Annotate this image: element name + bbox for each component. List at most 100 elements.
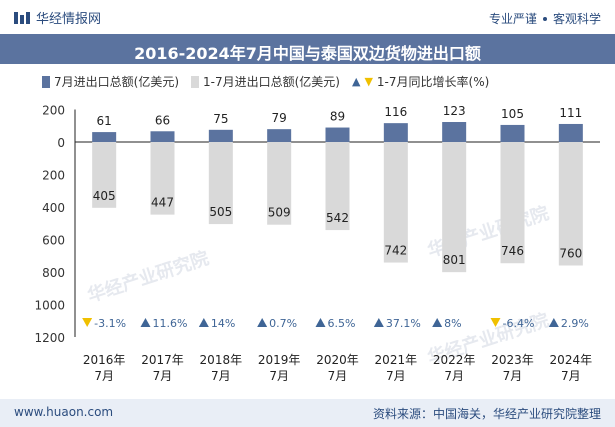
cumulative-bar <box>500 142 525 264</box>
monthly-bar <box>558 123 583 142</box>
x-tick-label: 7月 <box>444 369 464 383</box>
monthly-bar <box>442 122 467 142</box>
y-tick-label: 1200 <box>34 331 65 345</box>
title-bar: 2016-2024年7月中国与泰国双边货物进出口额 <box>0 34 615 64</box>
slogan-tag-1: 专业严谨 <box>488 12 537 26</box>
x-tick-label: 2019年 <box>258 353 301 367</box>
cumulative-value-label: 801 <box>443 253 466 267</box>
x-tick-label: 2024年 <box>550 353 593 367</box>
y-tick-label: 600 <box>42 234 65 248</box>
monthly-bar <box>150 131 175 142</box>
legend-up-triangle-icon: ▲ <box>351 75 361 88</box>
x-tick-label: 7月 <box>503 369 523 383</box>
monthly-value-label: 66 <box>155 113 170 127</box>
growth-up-triangle-icon <box>373 318 384 327</box>
monthly-value-label: 105 <box>501 107 524 121</box>
brand: 华经情报网 <box>14 8 101 27</box>
growth-rate-label: 0.7% <box>269 317 297 330</box>
growth-rate-label: 14% <box>211 317 235 330</box>
monthly-bar <box>208 129 233 142</box>
x-tick-label: 2016年 <box>83 353 126 367</box>
legend-down-triangle-icon: ▼ <box>364 75 373 88</box>
monthly-bar <box>267 129 292 142</box>
x-tick-label: 2023年 <box>491 353 534 367</box>
x-tick-label: 7月 <box>386 369 406 383</box>
growth-up-triangle-icon <box>432 318 443 327</box>
growth-rate-label: 11.6% <box>153 317 188 330</box>
footer-source: 资料来源：中国海关，华经产业研究院整理 <box>372 407 601 421</box>
watermark-text: 华经产业研究院 <box>85 247 212 307</box>
x-tick-label: 7月 <box>94 369 114 383</box>
brand-name: 华经情报网 <box>36 12 102 27</box>
brand-logo-icon <box>14 11 30 24</box>
y-tick-label: 200 <box>42 104 65 118</box>
x-tick-label: 2021年 <box>375 353 418 367</box>
chart-title: 2016-2024年7月中国与泰国双边货物进出口额 <box>134 44 481 63</box>
cumulative-value-label: 509 <box>268 206 291 220</box>
x-tick-label: 7月 <box>211 369 231 383</box>
monthly-bar <box>325 127 350 142</box>
growth-rate-label: -6.4% <box>503 317 535 330</box>
growth-up-triangle-icon <box>257 318 268 327</box>
chart-plot: 华经产业研究院华经产业研究院华经产业研究院2000200400600800100… <box>34 104 600 383</box>
cumulative-value-label: 405 <box>93 189 116 203</box>
cumulative-bar <box>92 142 117 208</box>
cumulative-value-label: 742 <box>384 244 407 258</box>
growth-up-triangle-icon <box>198 318 209 327</box>
y-tick-label: 400 <box>42 201 65 215</box>
growth-rate-label: 37.1% <box>386 317 421 330</box>
monthly-value-label: 75 <box>213 112 228 126</box>
growth-rate-label: 6.5% <box>328 317 356 330</box>
x-tick-label: 7月 <box>269 369 289 383</box>
y-tick-label: 1000 <box>34 299 65 313</box>
separator-dot-icon <box>542 16 547 21</box>
monthly-value-label: 61 <box>97 114 112 128</box>
x-tick-label: 7月 <box>328 369 348 383</box>
cumulative-bar <box>558 142 583 266</box>
legend-label-cumulative: 1-7月进出口总额(亿美元) <box>203 75 340 89</box>
growth-rate-label: 8% <box>444 317 461 330</box>
growth-down-triangle-icon <box>82 318 93 327</box>
legend-label-monthly: 7月进出口总额(亿美元) <box>54 75 179 89</box>
monthly-value-label: 123 <box>443 104 466 118</box>
cumulative-bar <box>150 142 175 215</box>
cumulative-bar <box>442 142 467 273</box>
monthly-value-label: 111 <box>559 106 582 120</box>
x-tick-label: 7月 <box>153 369 173 383</box>
growth-rate-label: 2.9% <box>561 317 589 330</box>
monthly-value-label: 79 <box>272 111 287 125</box>
growth-up-triangle-icon <box>140 318 151 327</box>
legend-swatch-cumulative <box>191 75 199 88</box>
top-bar: 华经情报网 专业严谨 客观科学 <box>0 0 615 34</box>
monthly-value-label: 116 <box>384 105 407 119</box>
y-tick-label: 800 <box>42 266 65 280</box>
legend-label-growth: 1-7月同比增长率(%) <box>376 75 490 89</box>
x-tick-label: 2022年 <box>433 353 476 367</box>
x-tick-label: 7月 <box>561 369 581 383</box>
slogan: 专业严谨 客观科学 <box>489 10 601 27</box>
footer: www.huaon.com 资料来源：中国海关，华经产业研究院整理 <box>0 399 615 427</box>
x-tick-label: 2018年 <box>200 353 243 367</box>
cumulative-bar <box>325 142 350 231</box>
cumulative-bar <box>208 142 233 225</box>
legend-swatch-monthly <box>42 75 50 88</box>
x-tick-label: 2017年 <box>141 353 184 367</box>
legend: 7月进出口总额(亿美元) 1-7月进出口总额(亿美元) ▲ ▼ 1-7月同比增长… <box>42 73 489 90</box>
cumulative-value-label: 746 <box>501 244 524 258</box>
slogan-tag-2: 客观科学 <box>552 12 601 26</box>
cumulative-bar <box>383 142 408 263</box>
cumulative-value-label: 542 <box>326 211 349 225</box>
monthly-bar <box>383 123 408 142</box>
x-tick-label: 2020年 <box>316 353 359 367</box>
growth-up-triangle-icon <box>315 318 326 327</box>
footer-site: www.huaon.com <box>14 405 114 419</box>
monthly-value-label: 89 <box>330 110 345 124</box>
cumulative-value-label: 447 <box>151 196 174 210</box>
y-tick-label: 200 <box>42 169 65 183</box>
monthly-bar <box>92 132 117 142</box>
growth-rate-label: -3.1% <box>94 317 126 330</box>
monthly-bar <box>500 124 525 142</box>
cumulative-value-label: 505 <box>209 205 232 219</box>
growth-up-triangle-icon <box>548 318 559 327</box>
cumulative-bar <box>267 142 292 225</box>
